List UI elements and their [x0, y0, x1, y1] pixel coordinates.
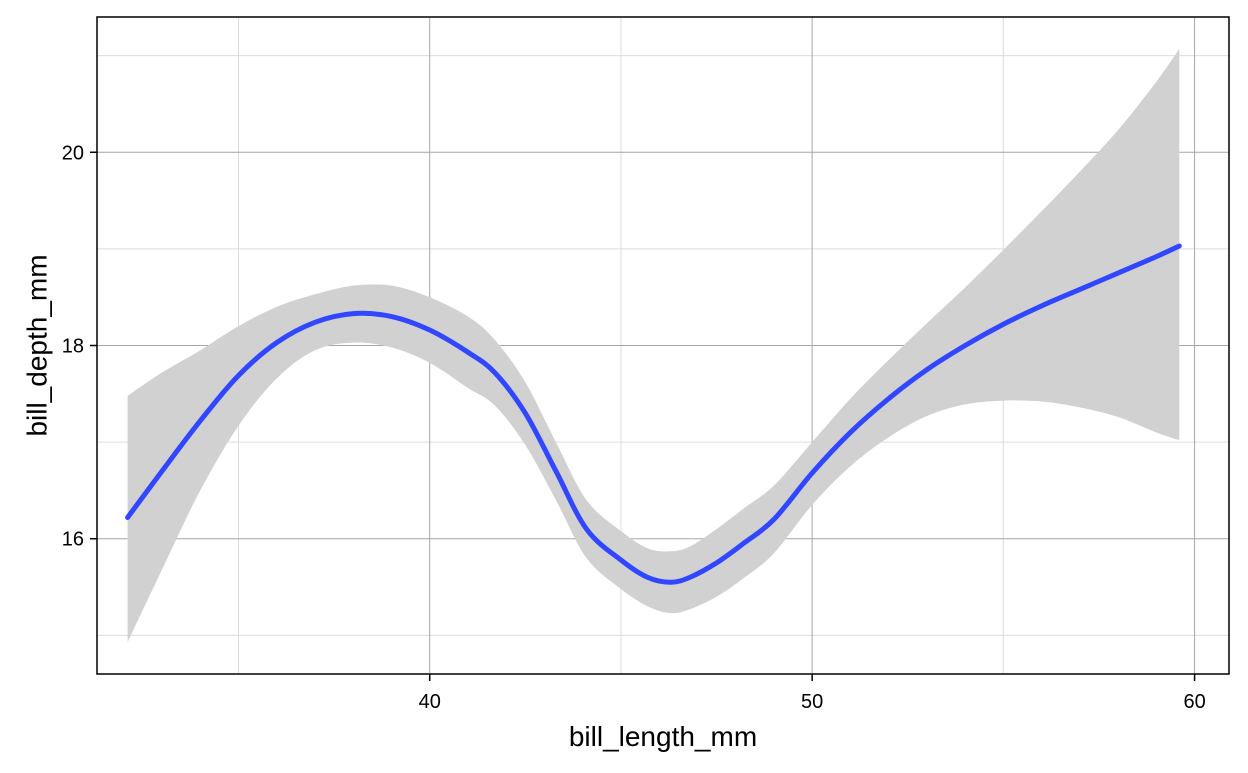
y-tick-label: 18	[62, 336, 84, 358]
x-tick-label: 40	[419, 691, 441, 713]
y-tick-label: 20	[62, 142, 84, 164]
minor-gridlines	[97, 17, 1229, 674]
x-tick-label: 60	[1183, 691, 1205, 713]
smooth-line	[125, 243, 1182, 585]
x-axis-title: bill_length_mm	[569, 721, 757, 752]
y-axis-title: bill_depth_mm	[22, 254, 53, 436]
x-axis: 40 50 60	[419, 674, 1206, 713]
y-axis: 16 18 20	[62, 142, 97, 551]
x-tick-label: 50	[801, 691, 823, 713]
y-tick-label: 16	[62, 529, 84, 551]
